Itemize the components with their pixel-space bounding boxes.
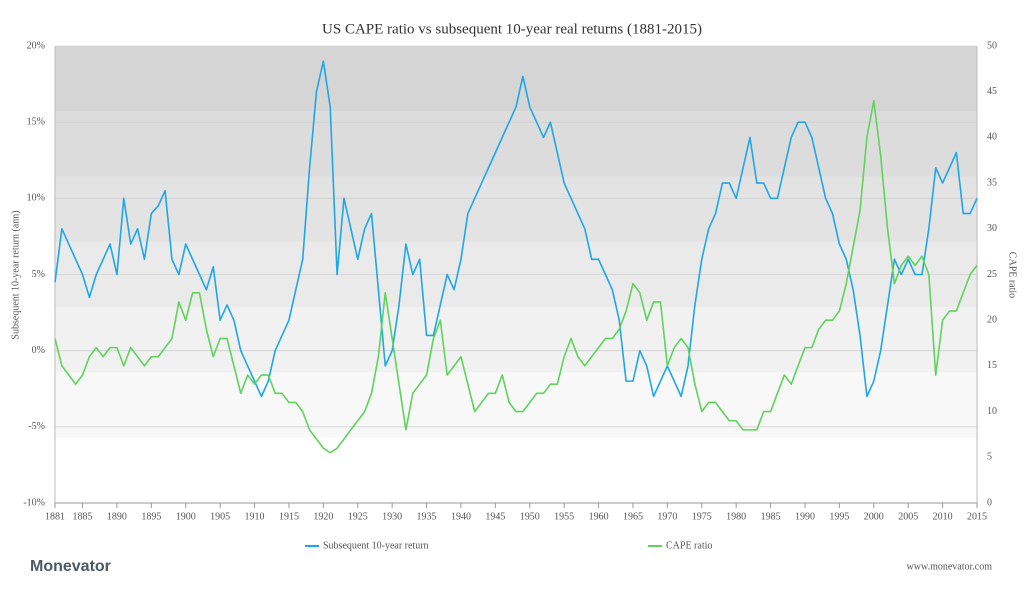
x-tick-label: 1900 [176,511,196,522]
legend-label: Subsequent 10-year return [323,540,429,551]
x-tick-label: 1945 [485,511,505,522]
y-tick-label: 0% [32,345,45,356]
x-tick-label: 1925 [348,511,368,522]
x-tick-label: 1995 [829,511,849,522]
series-line [54,60,978,398]
y2-axis-title: CAPE ratio [1007,252,1018,298]
y2-tick-label: 0 [987,497,992,508]
x-tick-label: 1955 [554,511,574,522]
y2-tick-label: 5 [987,452,992,463]
x-tick-label: 1920 [313,511,333,522]
y2-tick-label: 25 [987,269,997,280]
x-tick-label: 1980 [726,511,746,522]
y-tick-label: 5% [32,269,45,280]
brand-logo: Monevator [30,558,111,575]
plot-band [55,176,977,242]
x-tick-label: 1985 [761,511,781,522]
y2-tick-label: 10 [987,406,997,417]
x-tick-label: 1890 [107,511,127,522]
x-tick-label: 1930 [382,511,402,522]
series-line [54,100,978,454]
y-tick-label: -10% [23,497,45,508]
y-axis-title: Subsequent 10-year return (ann) [10,210,21,339]
chart-title: US CAPE ratio vs subsequent 10-year real… [322,21,702,37]
x-tick-label: 1895 [141,511,161,522]
y2-tick-label: 30 [987,223,997,234]
source: www.monevator.com [907,561,993,572]
plot-band [55,307,977,373]
y2-tick-label: 35 [987,177,997,188]
x-tick-label: 1915 [279,511,299,522]
plot-band [55,437,977,503]
y2-tick-label: 50 [987,40,997,51]
x-tick-label: 1885 [73,511,93,522]
x-tick-label: 1990 [795,511,815,522]
x-tick-label: 2005 [898,511,918,522]
y2-tick-label: 40 [987,132,997,143]
plot-band [55,46,977,112]
y2-tick-label: 15 [987,360,997,371]
x-tick-label: 1881 [45,511,65,522]
x-tick-label: 1960 [589,511,609,522]
x-tick-label: 2010 [933,511,953,522]
x-tick-label: 1975 [692,511,712,522]
x-tick-label: 2015 [967,511,987,522]
y-tick-label: 10% [27,193,45,204]
x-tick-label: 1970 [657,511,677,522]
x-tick-label: 1940 [451,511,471,522]
y-tick-label: 20% [27,40,45,51]
y-tick-label: -5% [28,421,45,432]
x-tick-label: 1965 [623,511,643,522]
x-tick-label: 1950 [520,511,540,522]
y2-tick-label: 45 [987,86,997,97]
x-tick-label: 1910 [245,511,265,522]
x-tick-label: 1935 [417,511,437,522]
plot-band [55,111,977,177]
plot-band [55,372,977,438]
x-tick-label: 1905 [210,511,230,522]
x-tick-label: 2000 [864,511,884,522]
legend-label: CAPE ratio [666,540,712,551]
y2-tick-label: 20 [987,314,997,325]
y-tick-label: 15% [27,116,45,127]
